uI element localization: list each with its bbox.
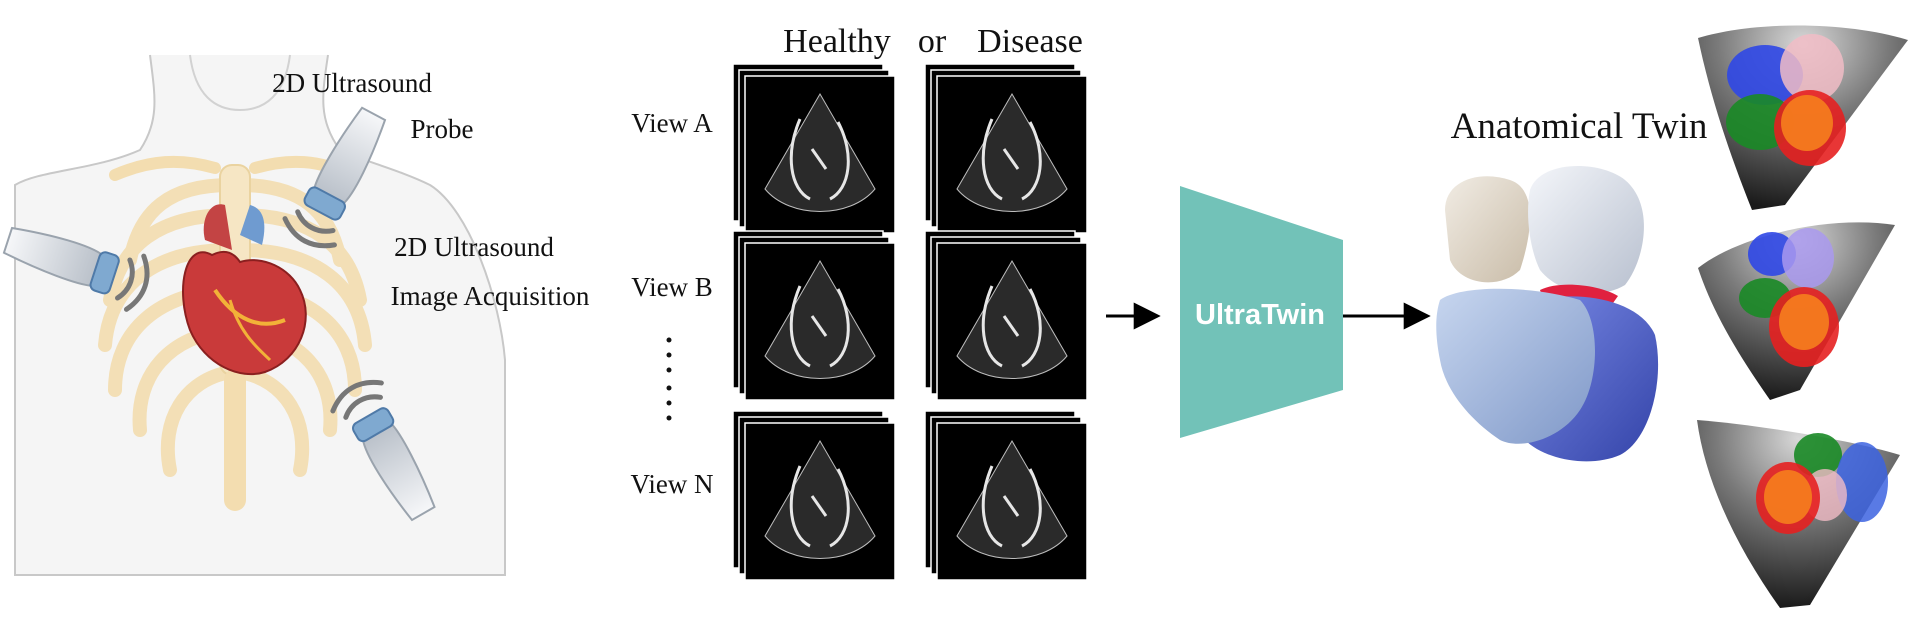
model-label: UltraTwin bbox=[1195, 299, 1325, 331]
view-b-label: View B bbox=[631, 272, 713, 302]
neck-line bbox=[189, 54, 291, 112]
echo-sector bbox=[764, 440, 876, 559]
echo-tissue bbox=[789, 118, 850, 201]
segmentation-slice bbox=[1698, 25, 1908, 210]
echo-sector bbox=[956, 440, 1068, 559]
ultrasound-probe-icon bbox=[330, 379, 436, 522]
ultrasound-probe-icon bbox=[282, 106, 387, 249]
output-label: Anatomical Twin bbox=[1451, 106, 1708, 147]
probe-label-line1: 2D Ultrasound bbox=[272, 68, 432, 98]
heart-3d-model bbox=[1436, 166, 1659, 462]
healthy-label: Healthy bbox=[783, 23, 891, 60]
heart-icon bbox=[182, 204, 307, 376]
echo-sector bbox=[956, 93, 1068, 212]
vertical-ellipsis bbox=[666, 337, 672, 421]
image-stack-disease-view-a bbox=[924, 63, 1088, 234]
ultrasound-image-stacks bbox=[732, 63, 1088, 581]
echo-sector bbox=[764, 260, 876, 379]
view-a-label: View A bbox=[631, 108, 713, 138]
torso-illustration bbox=[14, 54, 506, 576]
segmentation-slice bbox=[1697, 420, 1900, 608]
echo-sector bbox=[764, 93, 876, 212]
probe-label-line2: Probe bbox=[411, 114, 474, 144]
image-stack-healthy-view-b bbox=[732, 230, 896, 401]
acquisition-label-line2: Image Acquisition bbox=[391, 281, 590, 311]
echo-tissue bbox=[789, 285, 850, 368]
disease-label: Disease bbox=[977, 23, 1083, 60]
echo-tissue bbox=[981, 285, 1042, 368]
image-stack-healthy-view-a bbox=[732, 63, 896, 234]
acquisition-label-line1: 2D Ultrasound bbox=[394, 232, 554, 262]
ultrasound-probe-icon bbox=[2, 226, 150, 312]
echo-tissue bbox=[789, 465, 850, 548]
image-stack-healthy-view-n bbox=[732, 410, 896, 581]
segmentation-slice bbox=[1698, 222, 1895, 400]
echo-tissue bbox=[981, 118, 1042, 201]
clavicle-left bbox=[109, 155, 221, 181]
ultratwin-model-block: UltraTwin bbox=[1180, 186, 1343, 438]
image-stack-disease-view-n bbox=[924, 410, 1088, 581]
echo-sector bbox=[956, 260, 1068, 379]
view-n-label: View N bbox=[630, 469, 713, 499]
echo-tissue bbox=[981, 465, 1042, 548]
or-label: or bbox=[918, 23, 947, 60]
image-stack-disease-view-b bbox=[924, 230, 1088, 401]
